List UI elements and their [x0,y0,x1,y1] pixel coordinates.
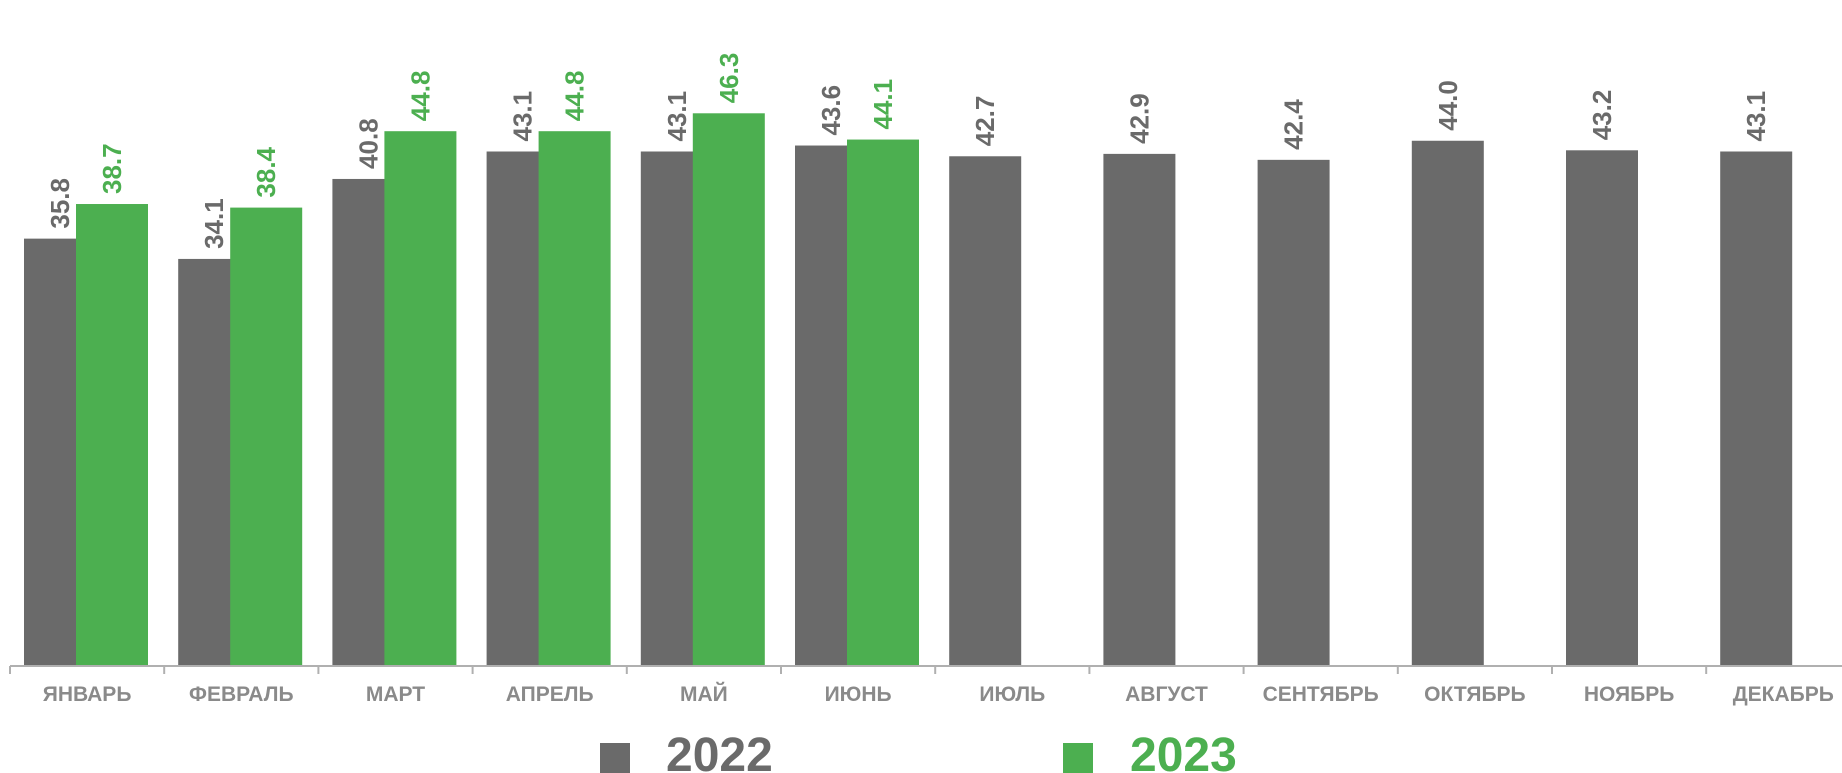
x-tick-label: МАЙ [680,682,728,706]
legend-swatch-2022 [600,743,630,773]
data-label-2022: 43.1 [1741,91,1771,142]
bar-2022 [949,156,1022,667]
x-tick-label: АПРЕЛЬ [506,683,594,706]
data-label-2022: 42.9 [1124,93,1154,144]
data-label-2023: 44.8 [560,71,590,122]
bar-2023 [230,207,303,666]
bar-2022 [1720,151,1793,666]
x-tick-label: ДЕКАБРЬ [1733,683,1834,706]
bars-group [24,113,1793,667]
legend: 2022 2023 [600,729,1237,773]
data-label-2022: 42.7 [970,96,1000,147]
x-axis-ticks [9,666,1708,674]
data-label-2022: 40.8 [353,118,383,169]
bar-2022 [1103,153,1176,667]
data-label-2023: 38.4 [251,146,281,197]
legend-label-2022: 2022 [666,729,773,773]
data-label-2022: 35.8 [45,178,75,229]
data-label-2023: 38.7 [97,143,127,194]
bar-2023 [847,139,919,666]
data-label-2023: 44.1 [868,79,898,130]
data-label-2022: 43.1 [508,91,538,142]
data-label-2022: 43.6 [816,85,846,136]
bar-2023 [76,204,148,667]
data-label-2022: 42.4 [1279,99,1309,150]
x-tick-label: ФЕВРАЛЬ [189,683,294,706]
x-tick-label: АВГУСТ [1125,683,1208,706]
data-label-2023: 46.3 [714,53,744,104]
x-axis-tick-labels: ЯНВАРЬ ФЕВРАЛЬ МАРТ АПРЕЛЬ МАЙ ИЮНЬ ИЮЛЬ АВГУСТ… [43,682,1834,706]
bar-2022 [1566,150,1638,667]
x-tick-label: СЕНТЯБРЬ [1263,683,1379,706]
bar-2023 [384,131,457,666]
bar-2023 [692,113,765,666]
bar-2022 [1411,140,1484,666]
data-label-2022: 43.2 [1587,90,1617,141]
data-label-2022: 44.0 [1433,80,1463,131]
x-tick-label: ИЮЛЬ [979,683,1045,706]
x-tick-label: ИЮНЬ [825,683,892,706]
legend-swatch-2023 [1063,743,1093,773]
bar-2022 [1257,159,1330,666]
bar-2023 [538,131,611,666]
x-tick-label: НОЯБРЬ [1584,683,1675,706]
data-label-2023: 44.8 [405,71,435,122]
data-label-2022: 34.1 [199,198,229,249]
data-labels-group: 35.8 38.7 34.1 38.4 40.8 44.8 43.1 44.8 43.1 46.3… [45,53,1771,249]
x-tick-label: ОКТЯБРЬ [1424,683,1526,706]
x-tick-label: МАРТ [366,683,425,706]
x-tick-label: ЯНВАРЬ [43,683,132,706]
data-label-2022: 43.1 [662,91,692,142]
legend-label-2023: 2023 [1130,729,1237,773]
